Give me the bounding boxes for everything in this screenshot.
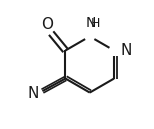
Text: H: H — [91, 17, 101, 30]
Text: O: O — [42, 17, 54, 32]
Text: N: N — [27, 86, 39, 101]
Text: N: N — [86, 16, 96, 30]
Text: N: N — [120, 43, 132, 58]
